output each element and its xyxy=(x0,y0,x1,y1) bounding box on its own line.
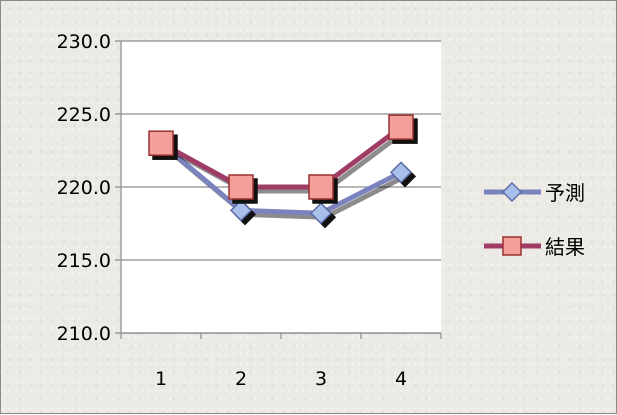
data-point xyxy=(388,114,414,140)
data-point xyxy=(148,130,174,156)
plot-series xyxy=(148,114,418,229)
legend-marker xyxy=(502,236,522,256)
legend-label: 予測 xyxy=(545,181,585,205)
series-line xyxy=(159,141,403,216)
y-tick-labels: 230.0 225.0 220.0 215.0 210.0 xyxy=(57,31,111,345)
x-tick-label: 1 xyxy=(155,368,167,390)
y-tick-label: 225.0 xyxy=(57,104,111,126)
x-tick-label: 4 xyxy=(395,368,407,390)
series-result xyxy=(148,114,418,204)
x-tick-label: 2 xyxy=(235,368,247,390)
y-tick-label: 215.0 xyxy=(57,250,111,272)
legend-entry: 予測 xyxy=(484,181,585,205)
data-point xyxy=(389,161,413,184)
data-point xyxy=(309,202,333,225)
data-point xyxy=(308,174,334,200)
legend-entry: 結果 xyxy=(484,235,585,259)
data-point xyxy=(229,199,253,222)
legend-marker xyxy=(501,181,523,203)
axes xyxy=(120,41,442,339)
y-tick-label: 220.0 xyxy=(57,177,111,199)
x-tick-label: 3 xyxy=(315,368,327,390)
y-tick-label: 210.0 xyxy=(57,323,111,345)
data-point xyxy=(228,174,254,200)
y-tick-label: 230.0 xyxy=(57,31,111,53)
series-line xyxy=(159,125,403,190)
x-tick-labels: 1 2 3 4 xyxy=(155,368,407,390)
legend-label: 結果 xyxy=(545,235,585,259)
